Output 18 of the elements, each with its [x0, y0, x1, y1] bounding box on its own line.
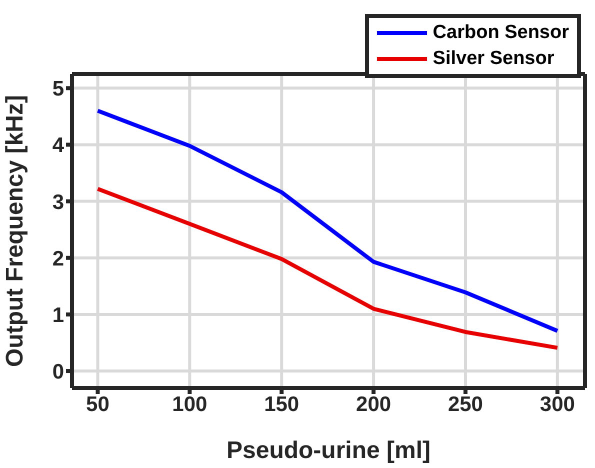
line-series	[96, 186, 560, 350]
x-tick-label: 100	[172, 392, 208, 416]
x-tick-label: 50	[86, 392, 110, 416]
y-tick-label: 3	[52, 190, 64, 214]
y-tick-label: 0	[52, 360, 64, 384]
y-tick-label: 5	[52, 78, 64, 101]
x-tick-label: 150	[264, 392, 300, 416]
line-series	[96, 108, 560, 333]
y-tick-label: 4	[52, 134, 64, 158]
x-tick-label: 250	[448, 392, 484, 416]
x-tick-label: 300	[540, 392, 575, 416]
y-tick-label: 1	[52, 304, 64, 327]
x-axis-title: Pseudo-urine [ml]	[226, 437, 431, 464]
y-axis-title: Output Frequency [kHz]	[2, 94, 29, 368]
legend-label: Silver Sensor	[432, 47, 556, 71]
legend-label: Carbon Sensor	[432, 21, 569, 45]
x-tick-label: 200	[356, 392, 392, 416]
y-tick-label: 2	[52, 247, 64, 270]
